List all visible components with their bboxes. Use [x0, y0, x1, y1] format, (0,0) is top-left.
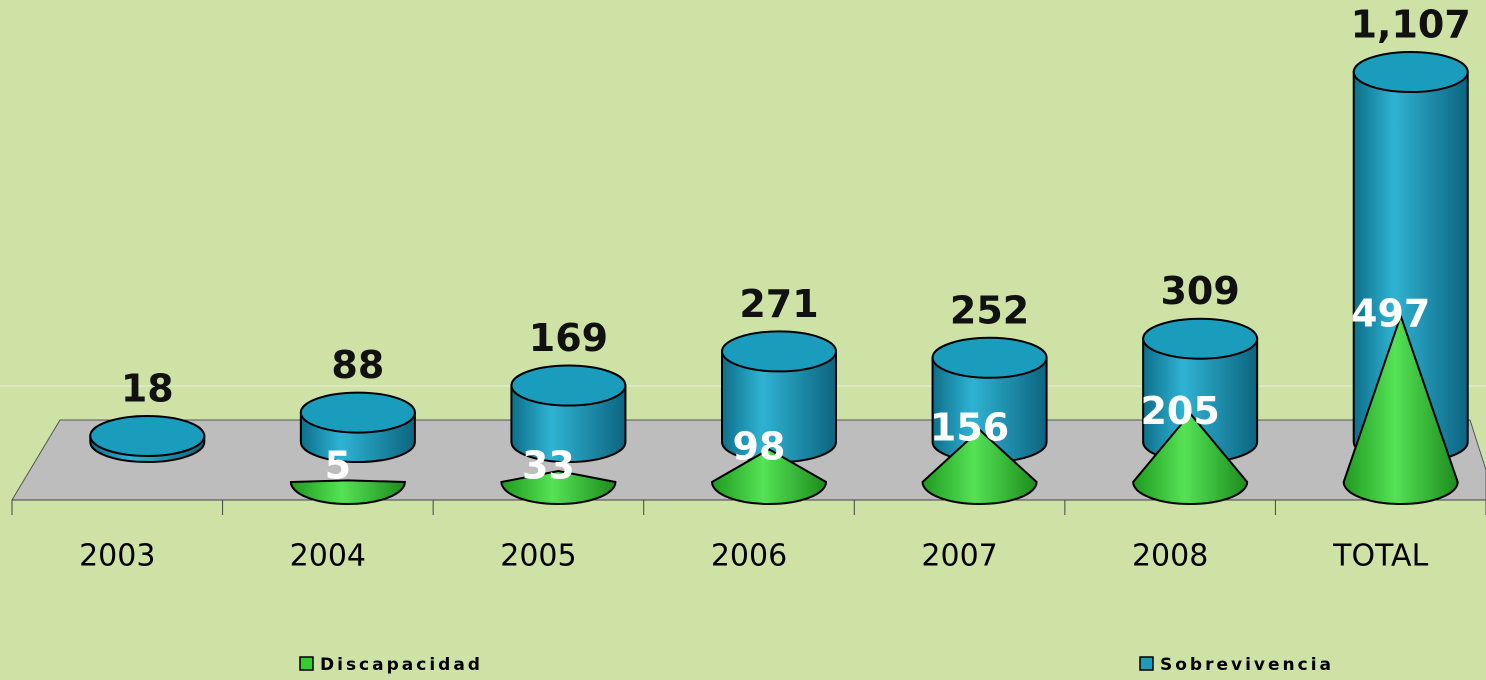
- data-label: 33: [522, 444, 575, 488]
- data-label: 169: [529, 316, 608, 360]
- x-tick-label: 2004: [290, 539, 366, 574]
- cone: [921, 428, 1038, 505]
- cylinder-top: [89, 414, 206, 457]
- cylinder-top: [299, 391, 416, 434]
- x-tick-label: 2005: [500, 539, 576, 574]
- cone: [289, 479, 406, 505]
- data-label: 309: [1160, 269, 1239, 313]
- x-tick-label: 2003: [79, 539, 155, 574]
- cone: [1342, 312, 1459, 505]
- x-tick-label: 2007: [921, 539, 997, 574]
- cone: [500, 469, 617, 505]
- cone: [710, 448, 828, 505]
- cylinder: [510, 384, 627, 463]
- legend-swatch: [299, 656, 314, 671]
- data-label: 88: [331, 343, 384, 387]
- data-label: 205: [1140, 389, 1219, 433]
- data-label: 497: [1351, 291, 1430, 335]
- cylinder-top: [1352, 51, 1469, 93]
- legend-swatch: [1139, 656, 1154, 671]
- legend-label: Discapacidad: [320, 655, 483, 675]
- x-tick-label: 2006: [711, 539, 787, 574]
- data-label: 271: [739, 282, 818, 326]
- cylinder-top: [931, 336, 1048, 379]
- data-label: 18: [121, 366, 174, 410]
- cylinder-top: [1142, 317, 1259, 360]
- legend-label: Sobrevivencia: [1160, 655, 1334, 675]
- data-label: 5: [325, 444, 351, 488]
- cylinder-top: [510, 364, 627, 407]
- data-label: 156: [930, 405, 1009, 449]
- data-label: 98: [733, 425, 786, 469]
- x-tick-label: TOTAL: [1332, 539, 1428, 574]
- x-tick-label: 2008: [1132, 539, 1208, 574]
- cone: [1132, 411, 1249, 505]
- data-label: 1,107: [1351, 3, 1471, 47]
- data-label: 252: [950, 288, 1029, 332]
- cylinder-top: [721, 330, 837, 373]
